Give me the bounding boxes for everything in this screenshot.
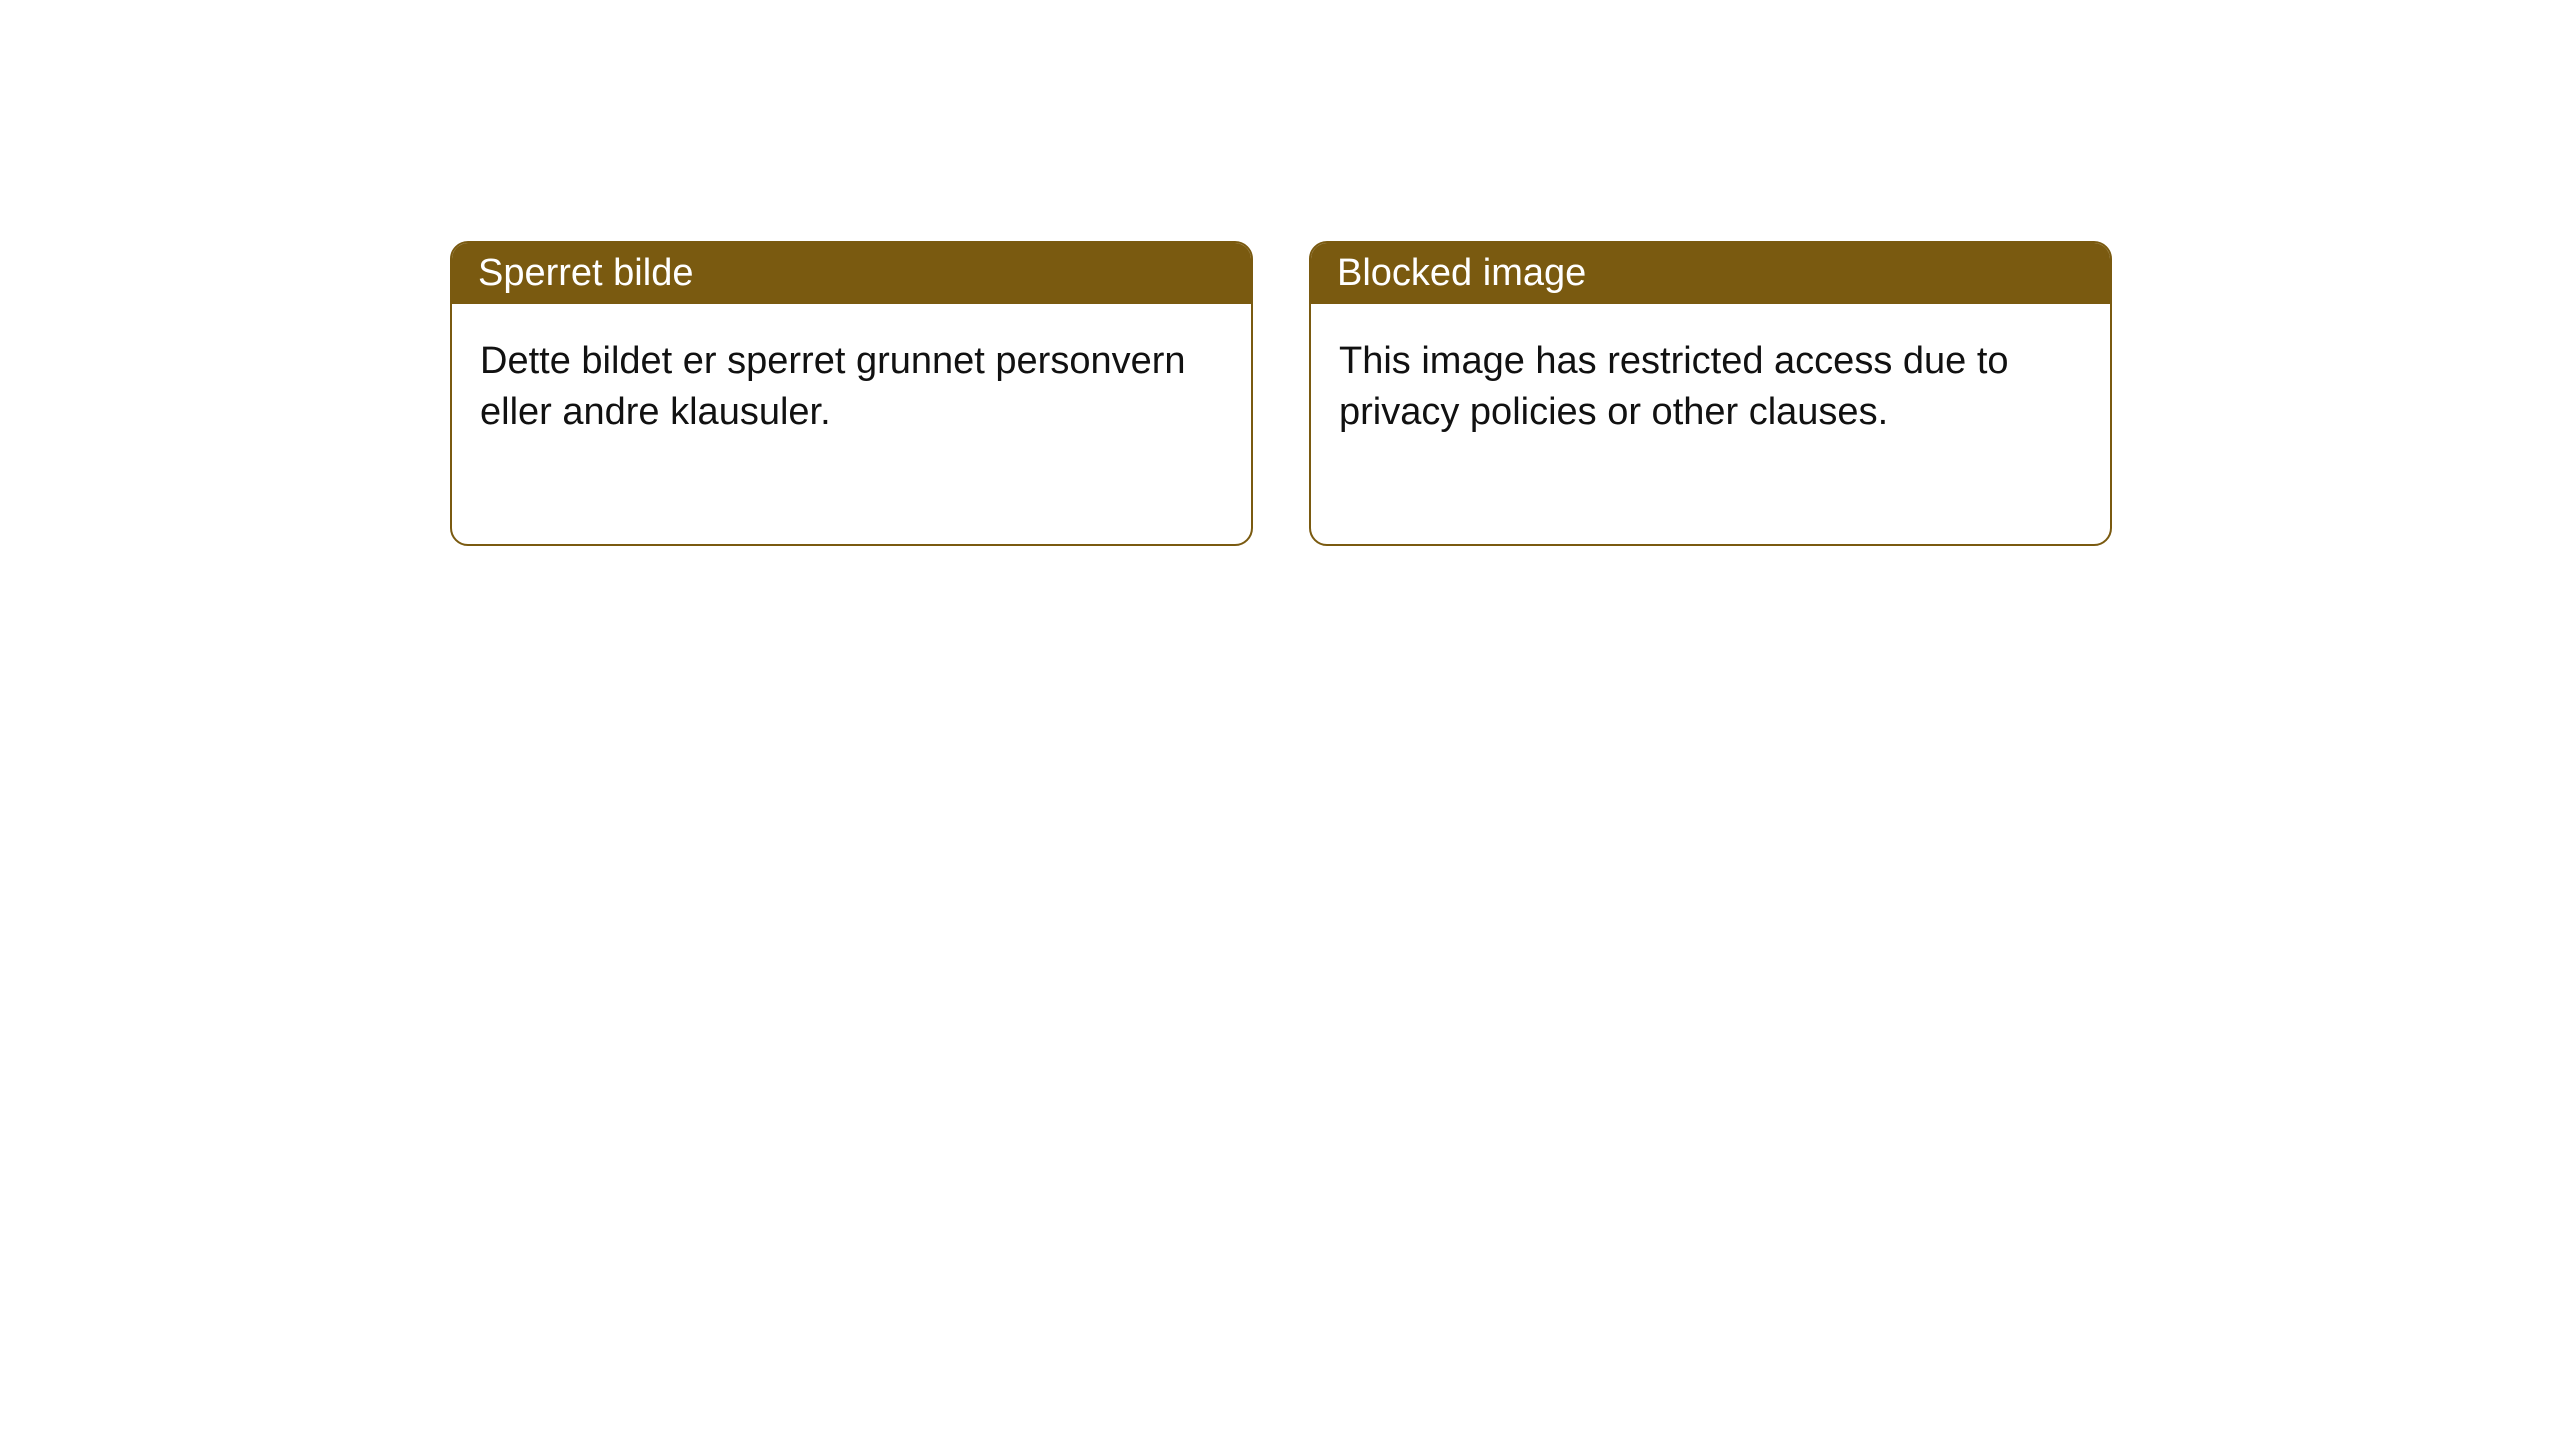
notice-text-norwegian: Dette bildet er sperret grunnet personve… [480, 340, 1186, 433]
notice-container: Sperret bilde Dette bildet er sperret gr… [450, 241, 2112, 546]
notice-body-english: This image has restricted access due to … [1311, 304, 2110, 544]
notice-card-norwegian: Sperret bilde Dette bildet er sperret gr… [450, 241, 1253, 546]
notice-title-norwegian: Sperret bilde [478, 252, 693, 294]
notice-title-english: Blocked image [1337, 252, 1586, 294]
notice-header-norwegian: Sperret bilde [452, 243, 1251, 304]
notice-text-english: This image has restricted access due to … [1339, 340, 2009, 433]
notice-header-english: Blocked image [1311, 243, 2110, 304]
notice-body-norwegian: Dette bildet er sperret grunnet personve… [452, 304, 1251, 544]
notice-card-english: Blocked image This image has restricted … [1309, 241, 2112, 546]
